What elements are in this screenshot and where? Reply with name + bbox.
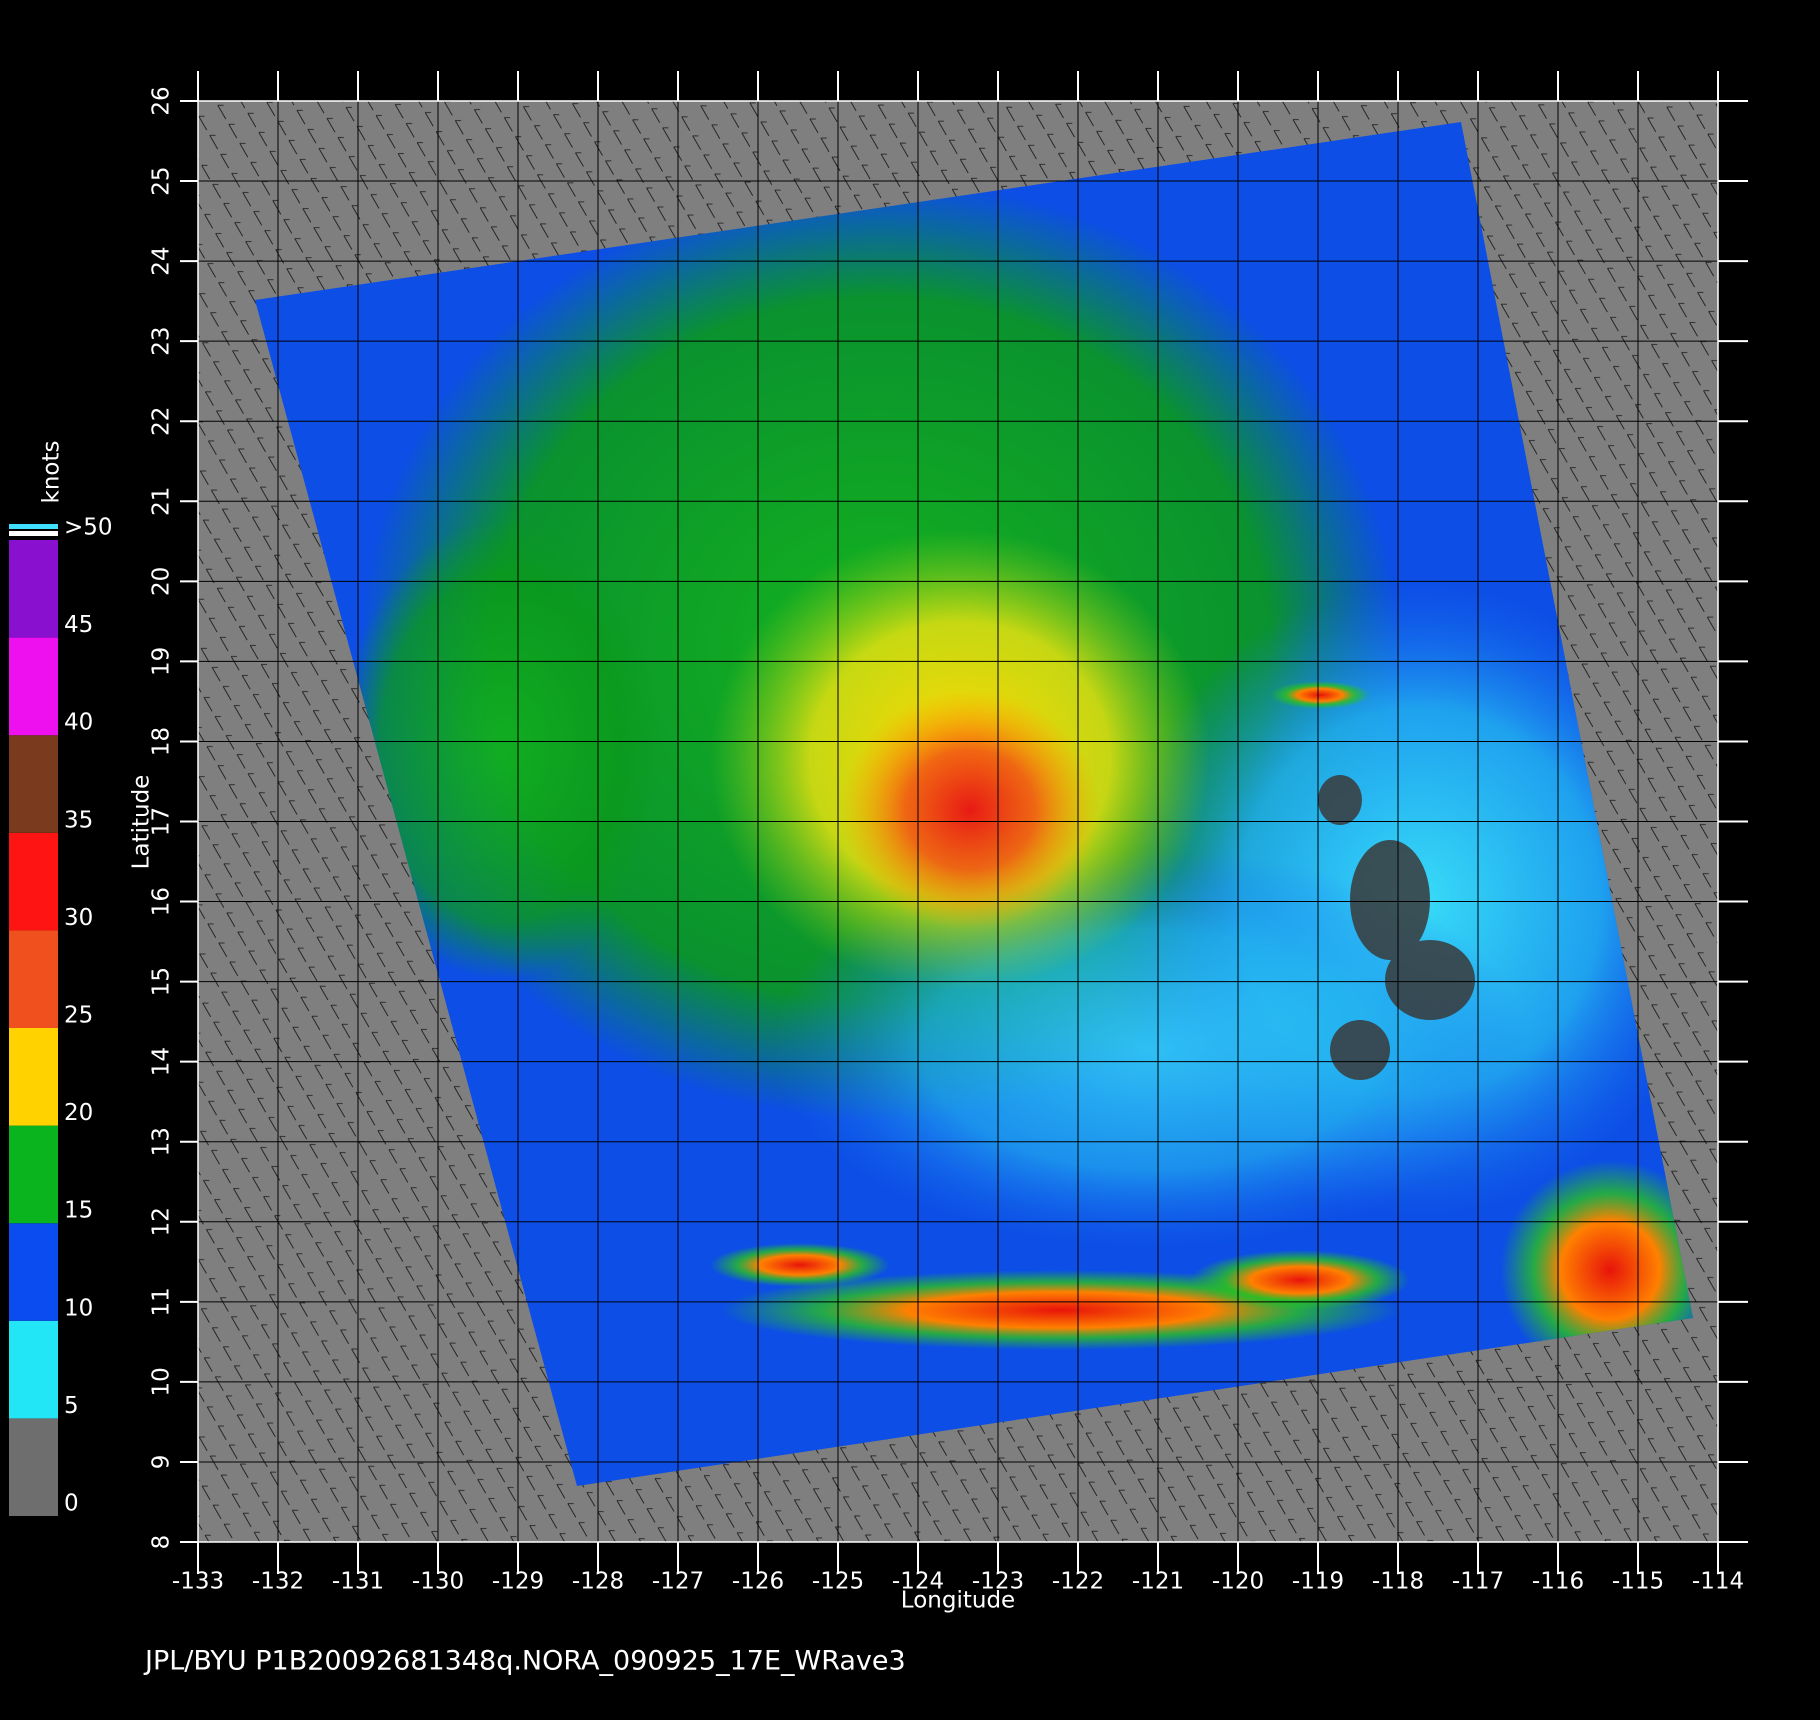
y-tick-label: 22 (149, 407, 175, 436)
x-tick-label: -127 (652, 1569, 704, 1595)
x-tick-label: -132 (252, 1569, 304, 1595)
y-tick-label: 14 (149, 1047, 175, 1076)
colorbar-tick-label: 35 (64, 807, 93, 833)
colorbar-tick-label: 25 (64, 1003, 93, 1029)
y-tick-label: 24 (149, 246, 175, 275)
y-tick-label: 21 (149, 487, 175, 516)
colorbar-tick-label: 45 (64, 612, 93, 638)
grid (198, 101, 1718, 1542)
y-tick-label: 26 (149, 86, 175, 115)
y-tick-label: 19 (149, 647, 175, 676)
x-tick-label: -123 (972, 1569, 1024, 1595)
y-tick-label: 10 (149, 1367, 175, 1396)
y-tick-label: 11 (149, 1287, 175, 1316)
y-tick-label: 9 (149, 1455, 175, 1470)
x-tick-label: -131 (332, 1569, 384, 1595)
y-tick-label: 18 (149, 727, 175, 756)
y-axis-label: Latitude (129, 775, 155, 870)
colorbar-band (9, 1320, 58, 1419)
y-tick-label: 15 (149, 967, 175, 996)
y-tick-label: 13 (149, 1127, 175, 1156)
y-tick-label: 17 (149, 807, 175, 836)
colorbar-band (9, 832, 58, 931)
x-tick-label: -120 (1212, 1569, 1264, 1595)
colorbar-tick-label: 20 (64, 1100, 93, 1126)
footer: JPL/BYU P1B20092681348q.NORA_090925_17E_… (143, 1646, 906, 1677)
colorbar-tick-label: 0 (64, 1491, 79, 1517)
colorbar-label: knots (39, 441, 65, 504)
colorbar-band (9, 930, 58, 1028)
x-tick-label: -124 (892, 1569, 944, 1595)
y-tick-label: 20 (149, 567, 175, 596)
wind-swath (255, 122, 1693, 1486)
x-tick-label: -117 (1452, 1569, 1504, 1595)
x-tick-label: -125 (812, 1569, 864, 1595)
x-tick-label: -118 (1372, 1569, 1424, 1595)
x-tick-label: -116 (1532, 1569, 1584, 1595)
x-tick-label: -119 (1292, 1569, 1344, 1595)
x-tick-label: -129 (492, 1569, 544, 1595)
colorbar-band (9, 1418, 58, 1516)
colorbar-cap (9, 531, 58, 536)
x-tick-label: -115 (1612, 1569, 1664, 1595)
y-tick-label: 12 (149, 1207, 175, 1236)
x-tick-label: -121 (1132, 1569, 1184, 1595)
y-tick-label: 16 (149, 887, 175, 916)
map-area (198, 101, 1718, 1542)
colorbar-tick-label: >50 (64, 515, 113, 541)
x-tick-label: -128 (572, 1569, 624, 1595)
colorbar-band (9, 1125, 58, 1224)
colorbar-tick-label: 5 (64, 1393, 79, 1419)
colorbar-band (9, 1028, 58, 1126)
x-tick-label: -122 (1052, 1569, 1104, 1595)
x-tick-label: -126 (732, 1569, 784, 1595)
colorbar-tick-label: 10 (64, 1295, 93, 1321)
x-tick-label: -130 (412, 1569, 464, 1595)
x-tick-label: -133 (172, 1569, 224, 1595)
x-axis-label: Longitude (901, 1588, 1015, 1614)
x-tick-label: -114 (1692, 1569, 1744, 1595)
colorbar-tick-label: 40 (64, 710, 93, 736)
y-tick-label: 25 (149, 166, 175, 195)
colorbar-band (9, 540, 58, 638)
colorbar-band (9, 1223, 58, 1321)
y-tick-label: 8 (149, 1535, 175, 1550)
colorbar-tick-label: 15 (64, 1198, 93, 1224)
colorbar-tick-label: 30 (64, 905, 93, 931)
colorbar-band (9, 735, 58, 833)
y-tick-label: 23 (149, 327, 175, 356)
colorbar-cap (9, 524, 58, 529)
colorbar-band (9, 637, 58, 736)
